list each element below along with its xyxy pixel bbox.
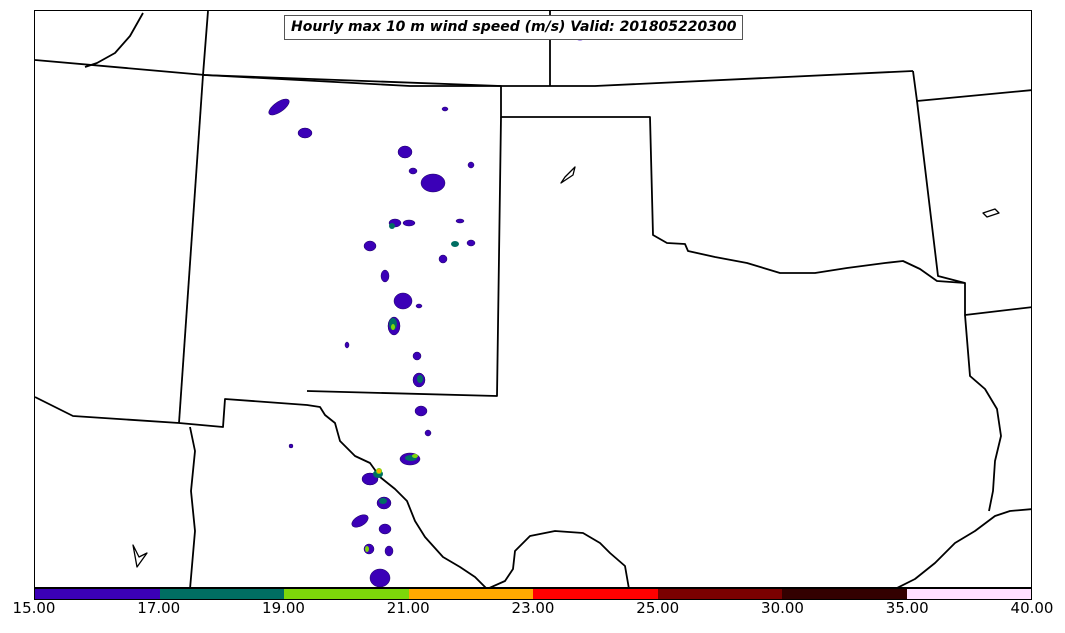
- colorbar-segment: [284, 589, 409, 599]
- border-ar: [964, 314, 1002, 512]
- wind-blob: [378, 523, 392, 535]
- colorbar-segment: [408, 589, 533, 599]
- wind-blob: [438, 254, 448, 264]
- map-title: Hourly max 10 m wind speed (m/s) Valid: …: [284, 15, 744, 40]
- map-panel: [34, 10, 1032, 588]
- wind-blob: [288, 443, 294, 449]
- wind-blob-high: [391, 324, 395, 330]
- colorbar-tick-label: 35.00: [885, 599, 929, 617]
- wind-blob: [344, 341, 350, 349]
- wind-blob: [420, 173, 446, 193]
- border-co-west: [202, 11, 209, 76]
- wind-speed-contours: [268, 32, 583, 587]
- wind-blob: [415, 303, 423, 309]
- colorbar-segment: [533, 589, 658, 599]
- colorbar-tick-label: 15.00: [12, 599, 56, 617]
- colorbar-tick-label: 21.00: [386, 599, 430, 617]
- border-co-north: [35, 59, 914, 87]
- colorbar-segment: [657, 589, 782, 599]
- lake-1: [560, 166, 576, 184]
- wind-blob: [384, 545, 394, 557]
- wind-blob: [412, 351, 422, 361]
- coast-northwest: [84, 12, 144, 68]
- colorbar-segment: [782, 589, 907, 599]
- wind-blob: [441, 106, 449, 112]
- wind-blob: [397, 145, 413, 159]
- state-borders: [35, 11, 1031, 587]
- border-nm-tx-east: [306, 116, 502, 397]
- wind-blob: [467, 161, 475, 169]
- colorbar-tick-label: 23.00: [511, 599, 555, 617]
- wind-blob-mid: [379, 498, 387, 504]
- wind-blob: [455, 218, 465, 224]
- wind-blob-high: [412, 454, 418, 458]
- lake-2: [982, 208, 1000, 218]
- colorbar-tick-label: 19.00: [262, 599, 305, 617]
- colorbar-tick-label: 17.00: [137, 599, 181, 617]
- wind-blob: [380, 269, 390, 283]
- wind-blob-mid: [417, 375, 423, 383]
- wind-blob-mid: [389, 223, 395, 229]
- border-ks-east: [916, 100, 1031, 316]
- wind-blob: [414, 405, 428, 417]
- colorbar-tick-label: 25.00: [636, 599, 680, 617]
- wind-blob: [369, 568, 391, 587]
- colorbar-tick-label: 40.00: [1010, 599, 1054, 617]
- colorbar-tick-label: 30.00: [761, 599, 804, 617]
- lake-3: [132, 544, 148, 568]
- colorbar-tick-labels: 15.00 17.00 19.00 21.00 23.00 25.00 30.00 35.00…: [0, 599, 1065, 627]
- wind-blob: [351, 514, 369, 528]
- wind-blob-mid: [451, 241, 459, 247]
- border-nm-south: [178, 398, 487, 587]
- wind-blob: [408, 167, 418, 175]
- gulf-coast: [896, 508, 1031, 587]
- wind-blob-high: [365, 546, 369, 552]
- colorbar-segment: [159, 589, 284, 599]
- wind-blob: [393, 292, 413, 310]
- map-canvas: [35, 11, 1031, 587]
- wind-blob: [363, 240, 377, 252]
- colorbar-segment: [35, 589, 160, 599]
- wind-blob: [424, 429, 432, 437]
- wind-blob: [268, 98, 290, 116]
- border-co-south: [202, 74, 966, 284]
- border-ut-az: [35, 396, 180, 424]
- wind-blob: [297, 127, 313, 139]
- wind-blob: [402, 219, 416, 227]
- wind-blob: [466, 239, 476, 247]
- border-az-nm: [178, 74, 204, 424]
- colorbar: [34, 588, 1032, 600]
- wind-blob-peak: [377, 469, 381, 473]
- border-ks-north: [912, 70, 1031, 102]
- border-mx-west: [189, 426, 196, 587]
- colorbar-segment: [906, 589, 1031, 599]
- border-rio-grande: [489, 530, 630, 587]
